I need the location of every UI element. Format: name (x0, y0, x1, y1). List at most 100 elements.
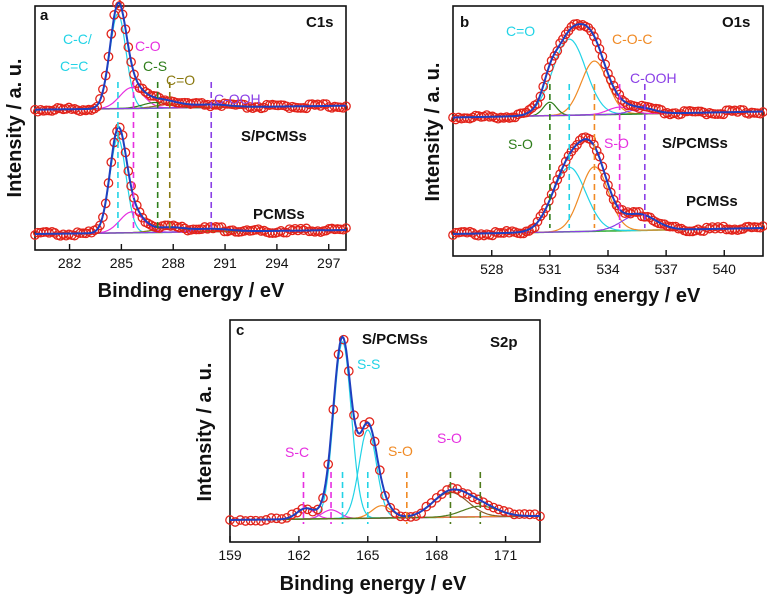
panel-b-sample-top: S/PCMSs (662, 135, 728, 152)
panel-a-sample-top: S/PCMSs (241, 128, 307, 145)
raw-point-b-0-49 (586, 26, 596, 37)
panel-b-ylabel: Intensity / a. u. (422, 63, 444, 202)
raw-point-b-0-60 (617, 95, 627, 105)
raw-point-b-0-35 (546, 55, 557, 66)
raw-point-a-0-40 (143, 88, 153, 99)
envelope-b-1 (453, 138, 763, 235)
panel-c-label-ss: S-S (357, 356, 380, 372)
panel-c-label-so-orange: S-O (388, 443, 413, 459)
raw-point-c-0-48 (473, 494, 483, 505)
x-tick-label-c-2: 165 (356, 547, 380, 563)
raw-point-b-1-31 (535, 211, 546, 222)
raw-point-b-1-110 (758, 221, 767, 231)
raw-point-c-0-59 (529, 509, 540, 520)
panel-b-region: O1s (722, 14, 750, 31)
panel-a: a C1s S/PCMSs PCMSs C-C/ C=C C-O C-S C=O… (4, 0, 351, 302)
raw-point-b-1-88 (696, 226, 706, 236)
raw-point-c-0-51 (488, 502, 499, 513)
panel-a-label-cc2: C=C (60, 58, 88, 74)
raw-point-b-1-0 (448, 230, 458, 240)
panel-c-tag: c (236, 322, 244, 339)
raw-point-a-0-23 (95, 94, 105, 104)
raw-point-b-0-57 (608, 80, 619, 91)
raw-point-c-0-8 (266, 513, 277, 523)
x-tick-label-a-2: 288 (162, 255, 186, 271)
raw-point-b-0-56 (605, 75, 616, 85)
raw-point-c-0-26 (359, 419, 370, 430)
raw-point-a-1-79 (253, 224, 264, 235)
raw-point-a-1-23 (95, 220, 105, 231)
panel-b-plot (448, 19, 767, 241)
raw-point-b-1-24 (515, 228, 526, 239)
raw-point-b-1-30 (532, 216, 543, 227)
raw-point-a-0-72 (233, 99, 244, 110)
panel-b-label-cooh: C-OOH (630, 70, 677, 86)
raw-point-b-0-94 (713, 109, 723, 119)
panel-c-plot (225, 334, 545, 527)
raw-point-b-1-32 (538, 208, 549, 218)
raw-point-b-1-51 (591, 146, 602, 156)
raw-point-c-0-22 (338, 334, 349, 345)
raw-point-b-0-50 (589, 31, 599, 42)
panel-a-ylabel: Intensity / a. u. (4, 59, 26, 198)
raw-point-a-0-87 (276, 100, 286, 110)
panel-a-sample-bottom: PCMSs (253, 206, 305, 223)
panel-a-tag: a (40, 7, 49, 24)
panel-b-xlabel: Binding energy / eV (514, 285, 701, 307)
raw-point-c-0-6 (256, 516, 266, 526)
panel-c: c S2p S/PCMSs S-S S-C S-O S-O 159 162 165 1… (194, 319, 545, 595)
raw-point-b-1-40 (560, 156, 571, 167)
raw-point-a-1-96 (301, 223, 312, 234)
x-tick-label-b-1: 531 (538, 261, 562, 277)
x-tick-label-c-0: 159 (218, 547, 242, 563)
x-tick-label-c-3: 168 (425, 547, 449, 563)
envelope-b-0 (453, 23, 763, 119)
x-tick-label-b-4: 540 (713, 261, 737, 277)
raw-point-c-0-1 (230, 517, 241, 527)
x-tick-label-a-1: 285 (110, 255, 134, 271)
raw-point-a-1-0 (30, 230, 40, 240)
panel-b-label-so-magenta: S-O (604, 135, 629, 151)
panel-b-label-so-green: S-O (508, 136, 533, 152)
envelope-a-0 (35, 1, 346, 111)
panel-b-frame (452, 5, 764, 257)
panel-b: b O1s S/PCMSs PCMSs C=O C-O-C C-OOH S-O … (422, 5, 767, 307)
panel-c-label-sc: S-C (285, 444, 309, 460)
raw-point-a-1-37 (134, 207, 145, 217)
panel-a-region: C1s (306, 14, 334, 31)
raw-point-b-1-52 (594, 151, 605, 162)
raw-point-b-0-51 (591, 37, 602, 48)
panel-b-x-ticks: 528 531 534 537 540 (480, 250, 736, 277)
raw-point-b-1-35 (546, 189, 557, 200)
raw-point-a-0-102 (318, 99, 329, 109)
raw-point-c-0-31 (385, 502, 396, 513)
panel-c-ylabel: Intensity / a. u. (194, 363, 216, 502)
raw-point-b-0-55 (603, 68, 613, 79)
x-tick-label-a-3: 291 (213, 255, 237, 271)
raw-point-b-0-102 (735, 105, 746, 115)
raw-point-a-0-94 (295, 103, 306, 113)
raw-point-c-0-57 (519, 509, 530, 519)
panel-c-sample: S/PCMSs (362, 331, 428, 348)
raw-point-b-1-37 (552, 174, 563, 185)
x-tick-label-a-0: 282 (58, 255, 82, 271)
panel-a-plot (30, 0, 351, 241)
x-tick-label-b-0: 528 (480, 261, 504, 277)
panel-a-xlabel: Binding energy / eV (98, 280, 285, 302)
raw-point-c-0-16 (307, 506, 318, 517)
x-tick-label-b-2: 534 (596, 261, 620, 277)
x-tick-label-c-4: 171 (494, 547, 518, 563)
raw-point-b-0-87 (693, 106, 704, 117)
envelope-a-1 (35, 126, 346, 235)
x-tick-label-c-1: 162 (287, 547, 311, 563)
envelope-c-0 (230, 335, 540, 521)
panel-a-label-c-o-double: C=O (166, 72, 195, 88)
panel-c-frame (229, 319, 541, 543)
panel-a-label-co: C-O (135, 38, 161, 54)
panel-b-tag: b (460, 14, 469, 31)
panel-a-label-cooh: C-OOH (214, 91, 261, 107)
raw-point-a-1-36 (131, 200, 142, 211)
panel-a-label-cc: C-C/ (63, 31, 92, 47)
panel-b-label-coc: C-O-C (612, 31, 652, 47)
